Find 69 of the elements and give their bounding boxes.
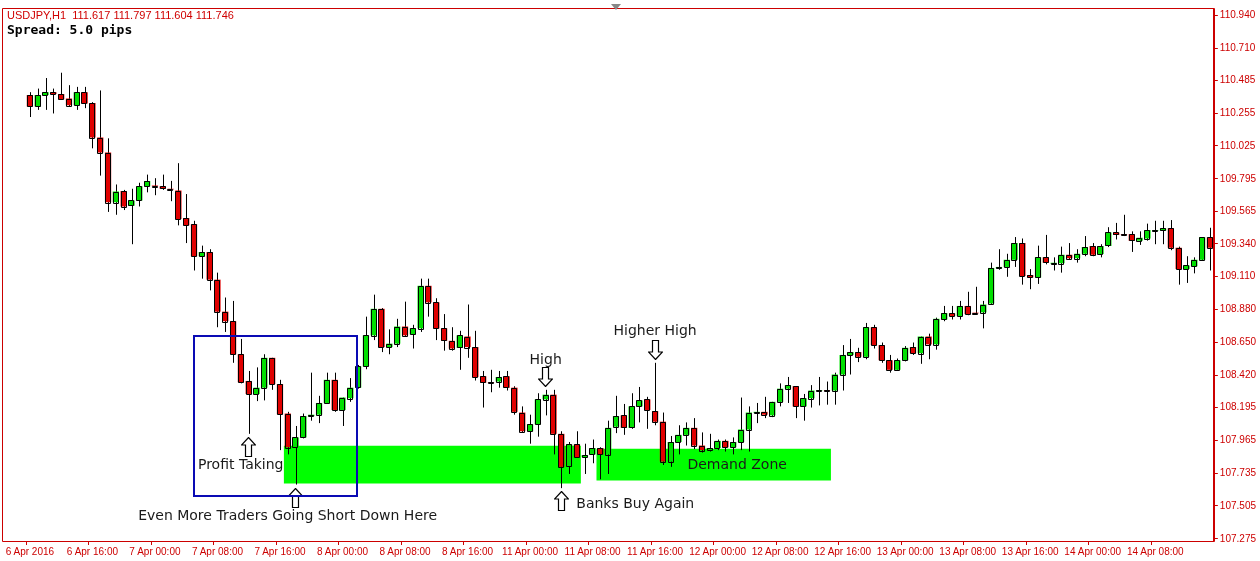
x-tick-label: 7 Apr 08:00	[191, 545, 244, 557]
annotation: High	[529, 351, 562, 368]
x-tick-label: 11 Apr 08:00	[564, 545, 621, 557]
x-tick-label: 8 Apr 16:00	[441, 545, 494, 557]
x-tick-label: 13 Apr 08:00	[939, 545, 997, 557]
y-tick-label: 110.255	[1219, 106, 1256, 118]
candlestick	[581, 443, 588, 475]
y-tick-label: 108.195	[1219, 401, 1257, 413]
candlestick	[440, 313, 448, 352]
candlestick	[190, 220, 198, 271]
x-tick-label: 14 Apr 08:00	[1126, 545, 1185, 557]
candlestick	[58, 72, 65, 100]
text: Spread: 5.0 pips	[7, 22, 133, 37]
candlestick	[1042, 234, 1049, 265]
candlestick	[526, 414, 534, 445]
x-tick-label: 6 Apr 16:00	[66, 545, 119, 557]
band-label: Demand Zone	[687, 456, 787, 473]
candlestick	[26, 91, 34, 118]
x-tick-label: 8 Apr 00:00	[316, 545, 369, 557]
annotation: Higher High	[613, 322, 697, 339]
candlestick	[620, 403, 627, 436]
y-tick-label: 110.710	[1219, 41, 1256, 53]
candlestick	[566, 441, 573, 475]
candlestick	[198, 245, 205, 280]
x-tick-label: 7 Apr 00:00	[129, 545, 181, 557]
y-tick-label: 110.485	[1219, 73, 1256, 85]
annotation: Profit Taking	[197, 456, 284, 473]
candlestick	[433, 297, 440, 341]
y-tick-label: 107.735	[1219, 466, 1257, 478]
x-tick-label: 13 Apr 16:00	[1001, 545, 1059, 557]
y-tick-label: 110.025	[1219, 139, 1256, 151]
y-tick-label: 107.505	[1219, 499, 1257, 511]
candlestick	[1034, 245, 1042, 285]
chart-title: USDJPY,H1 111.617 111.797 111.604 111.746	[7, 9, 234, 21]
x-tick-label: 8 Apr 08:00	[379, 545, 432, 557]
candlestick	[573, 430, 581, 459]
x-tick-label: 13 Apr 00:00	[876, 545, 934, 557]
x-tick-label: 11 Apr 16:00	[627, 545, 684, 557]
candlestick	[480, 370, 487, 409]
annotation: Banks Buy Again	[576, 494, 695, 511]
y-tick-label: 109.110	[1219, 270, 1256, 282]
y-tick-label: 108.420	[1219, 368, 1257, 380]
candlestick	[269, 357, 276, 391]
x-tick-label: 14 Apr 00:00	[1064, 545, 1122, 557]
candlestick	[276, 379, 284, 451]
y-tick-label: 110.940	[1219, 8, 1256, 20]
candlestick	[229, 300, 237, 364]
y-tick-label: 108.650	[1219, 336, 1257, 348]
x-tick-label: 12 Apr 00:00	[689, 545, 747, 557]
candlestick	[995, 248, 1003, 271]
y-tick-label: 109.340	[1219, 237, 1257, 249]
candlestick	[362, 316, 370, 370]
x-tick-label: 7 Apr 16:00	[254, 545, 306, 557]
candlestick	[409, 324, 416, 350]
candlestick	[534, 392, 541, 438]
y-tick-label: 107.275	[1219, 532, 1257, 544]
candlestick	[237, 338, 245, 384]
candlestick	[870, 324, 878, 350]
y-tick-label: 107.965	[1219, 434, 1257, 446]
x-tick-label: 12 Apr 08:00	[751, 545, 809, 557]
x-tick-label: 6 Apr 2016	[5, 545, 55, 557]
y-tick-label: 108.880	[1219, 303, 1257, 315]
candlestick	[1105, 226, 1112, 248]
y-tick-label: 109.565	[1219, 205, 1257, 217]
annotation: Even More Traders Going Short Down Here	[138, 507, 438, 524]
x-tick-label: 12 Apr 16:00	[814, 545, 872, 557]
y-tick-label: 109.795	[1219, 172, 1257, 184]
x-tick-label: 11 Apr 00:00	[502, 545, 559, 557]
candlestick	[1159, 220, 1167, 245]
